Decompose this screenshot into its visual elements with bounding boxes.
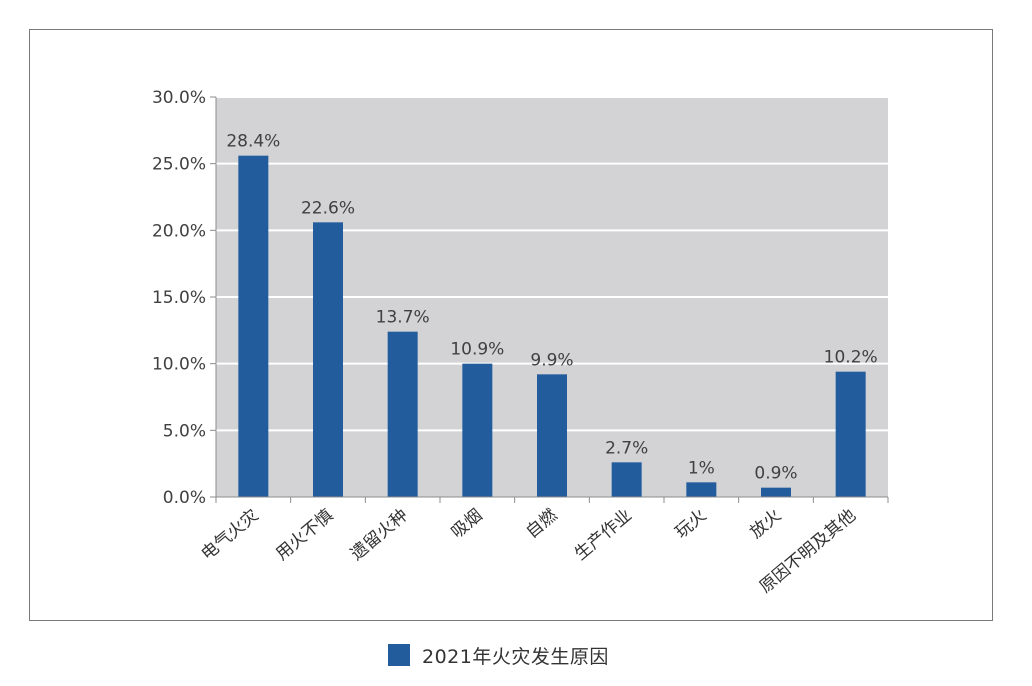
x-category-label: 吸烟 bbox=[448, 506, 487, 543]
x-category-label: 放火 bbox=[746, 506, 785, 543]
y-tick-label: 20.0% bbox=[152, 221, 206, 241]
y-tick-label: 30.0% bbox=[152, 88, 206, 108]
x-category-label: 自燃 bbox=[522, 506, 561, 543]
data-label: 28.4% bbox=[226, 132, 280, 152]
axes bbox=[210, 96, 889, 503]
y-tick-label: 15.0% bbox=[152, 288, 206, 308]
legend: 2021年火灾发生原因 bbox=[388, 640, 609, 670]
y-tick-label: 0.0% bbox=[163, 488, 206, 508]
x-category-label: 遗留火种 bbox=[347, 506, 412, 565]
data-label: 2.7% bbox=[605, 438, 648, 458]
bar bbox=[313, 222, 343, 498]
data-label: 22.6% bbox=[301, 198, 355, 218]
bar bbox=[387, 331, 418, 497]
y-tick-label: 5.0% bbox=[163, 421, 206, 441]
x-category-label: 生产作业 bbox=[571, 506, 636, 565]
data-label: 10.9% bbox=[450, 340, 504, 360]
y-tick-label: 10.0% bbox=[152, 355, 206, 375]
bar bbox=[761, 487, 791, 497]
data-label: 1% bbox=[688, 458, 715, 478]
data-label: 10.2% bbox=[824, 348, 878, 368]
y-tick-label: 25.0% bbox=[152, 155, 206, 175]
data-label: 9.9% bbox=[530, 350, 573, 370]
bar bbox=[686, 482, 717, 497]
legend-swatch bbox=[388, 644, 410, 666]
bar bbox=[238, 155, 269, 497]
bar bbox=[537, 374, 567, 497]
x-category-label: 用火不慎 bbox=[272, 506, 337, 565]
bars bbox=[238, 155, 866, 498]
data-label: 0.9% bbox=[754, 464, 797, 484]
bar bbox=[611, 462, 642, 497]
x-category-label: 电气火灾 bbox=[198, 506, 263, 565]
bar bbox=[835, 371, 866, 497]
x-category-label: 玩火 bbox=[672, 506, 711, 543]
bar bbox=[462, 363, 493, 497]
legend-label: 2021年火灾发生原因 bbox=[422, 645, 609, 668]
data-label: 13.7% bbox=[376, 308, 430, 328]
